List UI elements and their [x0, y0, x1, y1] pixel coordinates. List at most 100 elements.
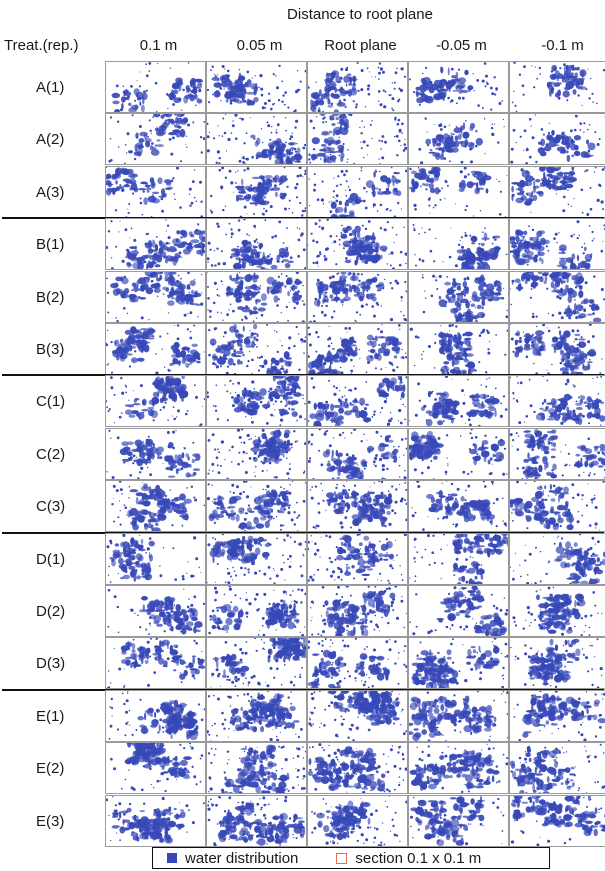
row-label: C(3)	[36, 498, 66, 515]
dye-pattern-panel	[509, 113, 605, 165]
dye-pattern-panel	[206, 480, 307, 532]
column-header-0.1m: 0.1 m	[139, 37, 178, 54]
dye-pattern-panel	[408, 323, 509, 375]
row-label: B(1)	[36, 236, 65, 253]
dye-pattern-panel	[408, 428, 509, 480]
dye-pattern-panel	[509, 218, 605, 270]
dye-pattern-panel	[509, 323, 605, 375]
treatment-separator	[2, 689, 604, 691]
dye-pattern-panel	[105, 480, 206, 532]
dye-pattern-panel	[307, 533, 408, 585]
dye-pattern-panel	[105, 61, 206, 113]
dye-pattern-panel	[206, 166, 307, 218]
dye-pattern-panel	[408, 795, 509, 847]
column-header-root-plane: Root plane	[324, 37, 397, 54]
legend-water-label: water distribution	[185, 849, 299, 867]
dye-pattern-panel	[105, 795, 206, 847]
dye-pattern-panel	[105, 166, 206, 218]
dye-pattern-panel	[509, 375, 605, 427]
dye-pattern-panel	[307, 323, 408, 375]
dye-pattern-panel	[509, 795, 605, 847]
dye-pattern-panel	[206, 690, 307, 742]
treatment-separator	[2, 374, 604, 376]
column-header-minus-0.1m: -0.1 m	[541, 37, 584, 54]
row-label: E(1)	[36, 708, 65, 725]
dye-pattern-panel	[307, 480, 408, 532]
dye-pattern-panel	[206, 323, 307, 375]
dye-pattern-panel	[307, 690, 408, 742]
dye-pattern-panel	[105, 271, 206, 323]
row-label: A(1)	[36, 79, 65, 96]
row-label: E(3)	[36, 813, 65, 830]
row-label: D(1)	[36, 551, 66, 568]
dye-pattern-panel	[408, 375, 509, 427]
dye-pattern-panel	[105, 690, 206, 742]
dye-pattern-panel	[509, 166, 605, 218]
dye-pattern-panel	[105, 218, 206, 270]
dye-pattern-panel	[307, 795, 408, 847]
row-label: E(2)	[36, 760, 65, 777]
dye-pattern-panel	[408, 637, 509, 689]
dye-pattern-panel	[307, 742, 408, 794]
dye-pattern-panel	[509, 533, 605, 585]
legend: water distribution section 0.1 x 0.1 m	[152, 847, 550, 869]
row-label: D(2)	[36, 603, 66, 620]
dye-pattern-panel	[206, 428, 307, 480]
dye-pattern-panel	[509, 480, 605, 532]
dye-pattern-panel	[307, 375, 408, 427]
dye-pattern-panel	[307, 166, 408, 218]
dye-pattern-panel	[206, 375, 307, 427]
dye-pattern-panel	[206, 637, 307, 689]
dye-pattern-panel	[408, 271, 509, 323]
row-label: B(2)	[36, 289, 65, 306]
dye-pattern-panel	[206, 795, 307, 847]
dye-pattern-panel	[307, 218, 408, 270]
dye-pattern-panel	[105, 585, 206, 637]
dye-pattern-panel	[206, 585, 307, 637]
column-header-0.05m: 0.05 m	[236, 37, 283, 54]
dye-pattern-panel	[307, 61, 408, 113]
legend-section-label: section 0.1 x 0.1 m	[355, 849, 482, 867]
dye-pattern-panel	[105, 428, 206, 480]
row-label: B(3)	[36, 341, 65, 358]
dye-pattern-panel	[408, 166, 509, 218]
dye-pattern-panel	[206, 271, 307, 323]
dye-pattern-panel	[408, 533, 509, 585]
row-label: A(2)	[36, 131, 65, 148]
dye-pattern-panel	[105, 323, 206, 375]
dye-pattern-panel	[206, 218, 307, 270]
dye-pattern-panel	[206, 113, 307, 165]
row-label: C(2)	[36, 446, 66, 463]
dye-pattern-panel	[105, 637, 206, 689]
row-label: D(3)	[36, 655, 66, 672]
dye-pattern-panel	[408, 218, 509, 270]
dye-pattern-panel	[206, 61, 307, 113]
dye-pattern-panel	[307, 637, 408, 689]
dye-pattern-panel	[307, 271, 408, 323]
dye-pattern-panel	[105, 533, 206, 585]
row-header: Treat.(rep.)	[4, 37, 79, 54]
dye-pattern-panel	[509, 61, 605, 113]
dye-pattern-panel	[408, 61, 509, 113]
dye-pattern-panel	[509, 585, 605, 637]
dye-pattern-panel	[105, 113, 206, 165]
row-label: A(3)	[36, 184, 65, 201]
dye-pattern-panel	[408, 113, 509, 165]
water-swatch	[167, 853, 177, 863]
dye-pattern-panel	[307, 585, 408, 637]
dye-pattern-panel	[408, 690, 509, 742]
dye-pattern-panel	[509, 428, 605, 480]
column-header-minus-0.05m: -0.05 m	[436, 37, 487, 54]
dye-pattern-panel	[206, 533, 307, 585]
treatment-separator	[2, 532, 604, 534]
dye-pattern-panel	[105, 742, 206, 794]
dye-pattern-panel	[509, 742, 605, 794]
dye-pattern-panel	[307, 428, 408, 480]
dye-pattern-panel	[408, 742, 509, 794]
dye-pattern-panel	[408, 480, 509, 532]
dye-pattern-panel	[509, 271, 605, 323]
dye-pattern-panel	[408, 585, 509, 637]
dye-pattern-panel	[206, 742, 307, 794]
dye-pattern-panel	[509, 690, 605, 742]
row-label: C(1)	[36, 393, 66, 410]
